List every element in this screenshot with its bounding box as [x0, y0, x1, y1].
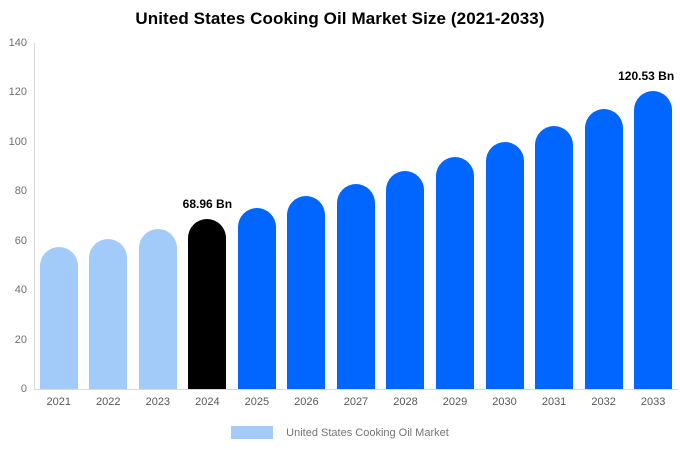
bar-slot	[529, 43, 579, 389]
x-axis-label-2029: 2029	[442, 396, 468, 408]
bar-2027[interactable]	[336, 183, 375, 389]
bar-slot	[84, 43, 134, 389]
x-axis-label-2024: 2024	[195, 396, 220, 408]
chart-title: United States Cooking Oil Market Size (2…	[135, 9, 545, 28]
bar-slot	[381, 43, 431, 389]
x-axis-label-2033: 2033	[640, 396, 666, 408]
x-axis-label-2026: 2026	[294, 396, 319, 408]
legend-label: United States Cooking Oil Market	[286, 426, 449, 439]
y-axis-tick-label: 100	[8, 135, 27, 148]
bar-slot	[133, 43, 183, 389]
x-axis-line	[34, 389, 678, 390]
bar-slot	[579, 43, 629, 389]
x-axis-label-2025: 2025	[244, 396, 270, 408]
bar-slot	[480, 43, 530, 389]
bar-2026[interactable]	[287, 196, 326, 389]
bar-2031[interactable]	[535, 125, 574, 389]
bar-value-label-2024: 68.96 Bn	[182, 196, 233, 211]
bar-slot	[430, 43, 480, 389]
bar-2025[interactable]	[237, 207, 276, 389]
bar-2032[interactable]	[584, 109, 623, 389]
y-axis-tick-label: 140	[8, 37, 27, 49]
bar-slot	[34, 43, 84, 389]
x-axis-label-2031: 2031	[541, 396, 567, 408]
x-axis-label-2021: 2021	[46, 396, 71, 408]
bar-2028[interactable]	[386, 170, 425, 389]
y-axis-tick-label: 0	[20, 383, 27, 395]
bar-2029[interactable]	[436, 156, 475, 389]
bar-slot: 68.96 Bn	[183, 43, 233, 389]
bar-value-label-2033: 120.53 Bn	[618, 69, 675, 84]
bar-slot	[282, 43, 332, 389]
bar-slot	[232, 43, 282, 389]
x-axis-category-labels: 2021 2022 2023 2024 2025 2026 2027 2028 2029 2030…	[34, 396, 678, 408]
x-axis-label-2023: 2023	[145, 396, 171, 408]
legend-item[interactable]: United States Cooking Oil Market	[0, 426, 680, 439]
bar-2022[interactable]	[89, 238, 128, 389]
plot-area: 68.96 Bn 120.53 Bn	[34, 43, 678, 389]
bar-slot	[331, 43, 381, 389]
bar-2023[interactable]	[138, 228, 177, 389]
x-axis-label-2022: 2022	[96, 396, 121, 408]
x-axis-label-2027: 2027	[343, 396, 369, 408]
bar-2024[interactable]	[188, 218, 227, 389]
bar-2030[interactable]	[485, 141, 524, 389]
y-axis-tick-label: 60	[14, 234, 27, 247]
y-axis-tick-label: 40	[14, 284, 27, 297]
y-axis-tick-label: 20	[14, 333, 27, 346]
x-axis-label-2030: 2030	[492, 396, 517, 408]
x-axis-label-2032: 2032	[591, 396, 616, 408]
y-axis-line	[34, 43, 35, 389]
legend-swatch	[231, 426, 274, 439]
x-axis-label-2028: 2028	[393, 396, 418, 408]
bar-slot: 120.53 Bn	[618, 43, 678, 389]
y-axis-tick-label: 80	[14, 185, 27, 198]
bar-2021[interactable]	[39, 247, 78, 389]
bar-2033[interactable]	[634, 91, 673, 389]
y-axis-tick-label: 120	[8, 86, 27, 99]
